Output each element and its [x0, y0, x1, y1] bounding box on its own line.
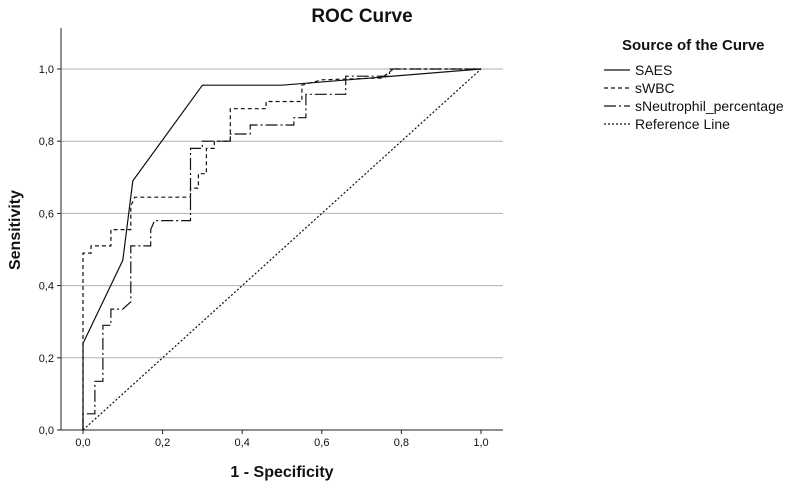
legend-label-3: Reference Line	[635, 116, 730, 132]
legend-label-0: SAES	[635, 62, 672, 78]
legend-title: Source of the Curve	[622, 37, 765, 54]
y-tick-label-2: 0,4	[39, 281, 54, 293]
legend-label-1: sWBC	[635, 80, 675, 96]
y-tick-label-4: 0,8	[39, 136, 54, 148]
y-tick-label-3: 0,6	[39, 208, 54, 220]
x-tick-label-3: 0,6	[314, 437, 329, 449]
y-tick-label-1: 0,2	[39, 353, 54, 365]
y-tick-label-5: 1,0	[39, 64, 54, 76]
series-line-sneutrophil-percentage	[82, 68, 481, 430]
x-tick-label-0: 0,0	[75, 437, 90, 449]
chart-title: ROC Curve	[311, 6, 412, 27]
legend-label-2: sNeutrophil_percentage	[635, 98, 784, 114]
series-line-reference-line	[82, 68, 482, 431]
x-tick-label-2: 0,4	[235, 437, 250, 449]
series-line-swbc	[82, 68, 481, 430]
tick-labels: 0,0 0,2 0,4 0,6 0,8 1,0 0,0 0,2 0,4 0,6 0,8 1,0	[39, 64, 489, 449]
y-axis-label: Sensitivity	[7, 190, 24, 270]
axes	[57, 28, 503, 434]
x-axis-label: 1 - Specificity	[230, 464, 333, 481]
series-lines	[82, 68, 482, 431]
gridlines	[61, 68, 503, 359]
x-tick-label-4: 0,8	[394, 437, 409, 449]
legend: Source of the Curve SAES sWBC sNeutrophil_…	[604, 37, 784, 132]
y-tick-label-0: 0,0	[39, 425, 54, 437]
x-tick-label-5: 1,0	[473, 437, 488, 449]
x-tick-label-1: 0,2	[155, 437, 170, 449]
